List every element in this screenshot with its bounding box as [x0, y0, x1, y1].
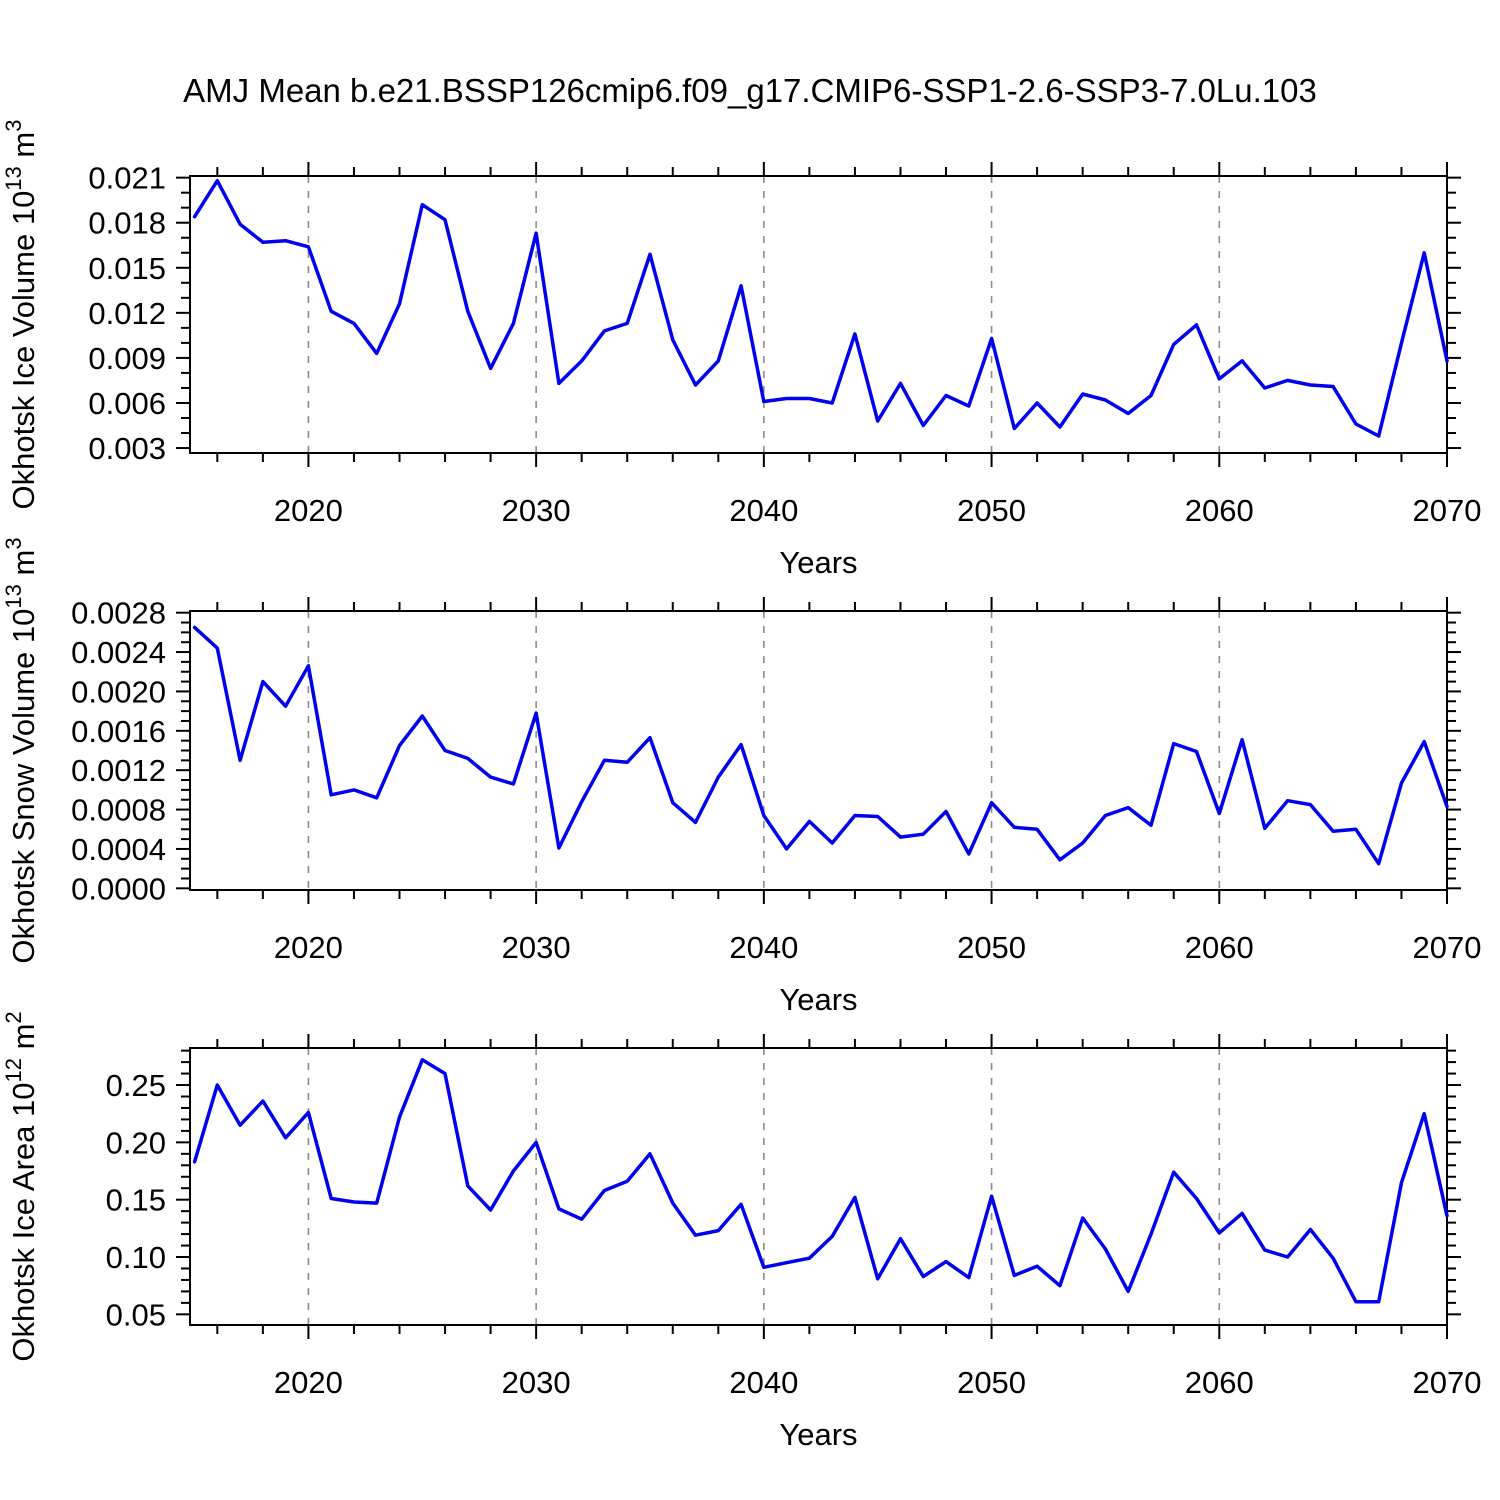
okhotsk-ice-volume-xtick-label: 2030 — [502, 493, 571, 528]
okhotsk-ice-area-ytick-label: 0.05 — [106, 1297, 166, 1332]
okhotsk-ice-volume-ytick-label: 0.015 — [88, 251, 166, 286]
okhotsk-ice-area-xtick-label: 2070 — [1413, 1365, 1482, 1400]
okhotsk-ice-area-frame — [189, 1047, 1448, 1326]
okhotsk-ice-area-yaxis-title: Okhotsk Ice Area 1012 m2 — [1, 1011, 41, 1361]
okhotsk-snow-volume-ytick-label: 0.0020 — [71, 674, 166, 709]
okhotsk-snow-volume-ticks — [176, 597, 1461, 904]
okhotsk-snow-volume-ytick-label: 0.0004 — [71, 832, 166, 867]
okhotsk-ice-area-line — [192, 1058, 1449, 1304]
okhotsk-ice-area-xtick-label: 2050 — [957, 1365, 1026, 1400]
okhotsk-snow-volume-xtick-label: 2030 — [502, 930, 571, 965]
okhotsk-ice-area-ytick-label: 0.25 — [106, 1068, 166, 1103]
okhotsk-snow-volume-ytick-label: 0.0000 — [71, 871, 166, 906]
okhotsk-ice-area-xtick-label: 2020 — [274, 1365, 343, 1400]
okhotsk-ice-volume-xtick-label: 2040 — [729, 493, 798, 528]
okhotsk-ice-area-xaxis-title: Years — [779, 1417, 857, 1452]
charts-layer: 0.003 0.006 0.009 0.012 0.015 0.018 0.021 2020 2… — [1, 120, 1481, 1452]
okhotsk-ice-volume-xtick-label: 2050 — [957, 493, 1026, 528]
okhotsk-ice-area-panel: 0.05 0.10 0.15 0.20 0.25 2020 2030 2040 2050 2060… — [1, 1011, 1481, 1452]
okhotsk-snow-volume-yaxis-title: Okhotsk Snow Volume 1013 m3 — [1, 537, 41, 963]
okhotsk-ice-area-ytick-label: 0.10 — [106, 1240, 166, 1275]
okhotsk-snow-volume-frame — [189, 610, 1448, 891]
okhotsk-ice-volume-ytick-label: 0.006 — [88, 386, 166, 421]
okhotsk-ice-volume-xtick-label: 2070 — [1413, 493, 1482, 528]
okhotsk-snow-volume-xtick-label: 2070 — [1413, 930, 1482, 965]
okhotsk-snow-volume-ytick-label: 0.0012 — [71, 753, 166, 788]
okhotsk-snow-volume-ytick-label: 0.0024 — [71, 635, 166, 670]
okhotsk-ice-volume-yaxis-title: Okhotsk Ice Volume 1013 m3 — [1, 120, 41, 510]
okhotsk-snow-volume-panel: 0.0000 0.0004 0.0008 0.0012 0.0016 0.0020 0.00… — [1, 537, 1481, 1017]
okhotsk-ice-area-ytick-label: 0.15 — [106, 1183, 166, 1218]
okhotsk-ice-volume-line — [192, 178, 1449, 438]
okhotsk-snow-volume-xtick-label: 2060 — [1185, 930, 1254, 965]
okhotsk-ice-volume-ticks — [176, 162, 1461, 467]
okhotsk-ice-area-xtick-label: 2060 — [1185, 1365, 1254, 1400]
okhotsk-ice-area-xtick-label: 2030 — [502, 1365, 571, 1400]
figure-title: AMJ Mean b.e21.BSSP126cmip6.f09_g17.CMIP… — [183, 72, 1317, 109]
okhotsk-ice-volume-frame — [189, 175, 1448, 454]
okhotsk-ice-volume-panel: 0.003 0.006 0.009 0.012 0.015 0.018 0.021 2020 2… — [1, 120, 1481, 580]
okhotsk-ice-area-xtick-label: 2040 — [729, 1365, 798, 1400]
okhotsk-snow-volume-ytick-label: 0.0016 — [71, 714, 166, 749]
okhotsk-ice-area-ticks — [176, 1034, 1461, 1339]
okhotsk-snow-volume-xtick-label: 2050 — [957, 930, 1026, 965]
okhotsk-ice-volume-ytick-label: 0.021 — [88, 161, 166, 196]
okhotsk-ice-volume-ytick-label: 0.009 — [88, 341, 166, 376]
okhotsk-ice-volume-ytick-label: 0.018 — [88, 206, 166, 241]
okhotsk-ice-volume-xtick-label: 2060 — [1185, 493, 1254, 528]
okhotsk-ice-volume-ytick-label: 0.003 — [88, 431, 166, 466]
okhotsk-snow-volume-ytick-label: 0.0028 — [71, 596, 166, 631]
okhotsk-ice-volume-xtick-label: 2020 — [274, 493, 343, 528]
okhotsk-snow-volume-xtick-label: 2040 — [729, 930, 798, 965]
okhotsk-ice-area-ytick-label: 0.20 — [106, 1125, 166, 1160]
okhotsk-snow-volume-ytick-label: 0.0008 — [71, 793, 166, 828]
okhotsk-snow-volume-line — [192, 625, 1449, 866]
okhotsk-ice-volume-ytick-label: 0.012 — [88, 296, 166, 331]
okhotsk-ice-volume-xaxis-title: Years — [779, 545, 857, 580]
okhotsk-snow-volume-xaxis-title: Years — [779, 982, 857, 1017]
okhotsk-snow-volume-xtick-label: 2020 — [274, 930, 343, 965]
